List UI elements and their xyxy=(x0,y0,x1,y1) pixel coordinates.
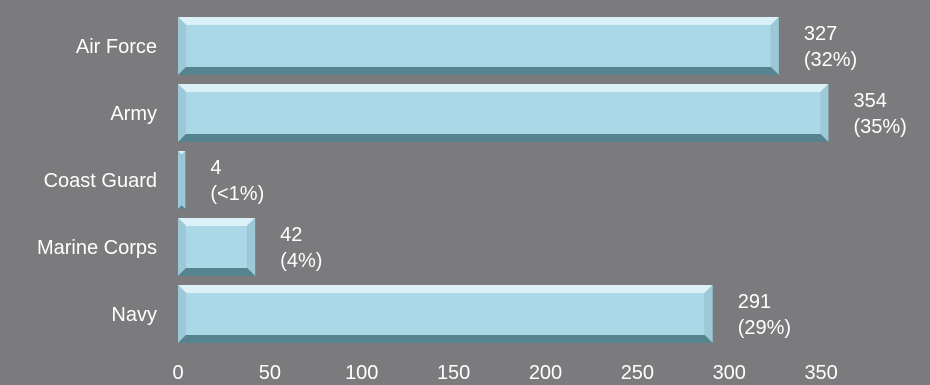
bars-layer xyxy=(178,17,829,343)
percent-label: (4%) xyxy=(280,250,322,272)
x-tick-label: 50 xyxy=(259,362,281,384)
value-label: 42 xyxy=(280,224,302,246)
x-tick-label: 200 xyxy=(529,362,562,384)
category-label: Marine Corps xyxy=(37,237,157,259)
x-tick-label: 350 xyxy=(804,362,837,384)
value-labels: 327 (32%) 354 (35%) 4 (<1%) 42 (4%) 291 (29%) xyxy=(210,23,906,339)
category-label: Coast Guard xyxy=(44,170,157,192)
bar-navy xyxy=(178,285,713,343)
percent-label: (<1%) xyxy=(210,183,264,205)
x-tick-label: 250 xyxy=(621,362,654,384)
value-label: 291 xyxy=(738,291,771,313)
x-tick-label: 300 xyxy=(713,362,746,384)
bar-army xyxy=(178,84,829,142)
x-tick-label: 100 xyxy=(345,362,378,384)
category-labels: Air Force Army Coast Guard Marine Corps Navy xyxy=(37,36,157,326)
x-tick-label: 150 xyxy=(437,362,470,384)
bar-marine-corps xyxy=(178,218,256,276)
bar-coast-guard xyxy=(178,151,186,209)
x-tick-label: 0 xyxy=(172,362,183,384)
percent-label: (32%) xyxy=(804,49,857,71)
category-label: Army xyxy=(110,103,157,125)
percent-label: (35%) xyxy=(853,116,906,138)
category-label: Air Force xyxy=(76,36,157,58)
category-label: Navy xyxy=(111,304,157,326)
value-label: 4 xyxy=(210,157,221,179)
value-label: 354 xyxy=(853,90,886,112)
bar-air-force xyxy=(178,17,779,75)
value-label: 327 xyxy=(804,23,837,45)
percent-label: (29%) xyxy=(738,317,791,339)
x-axis-ticks: 0 50 100 150 200 250 300 350 xyxy=(172,362,837,384)
